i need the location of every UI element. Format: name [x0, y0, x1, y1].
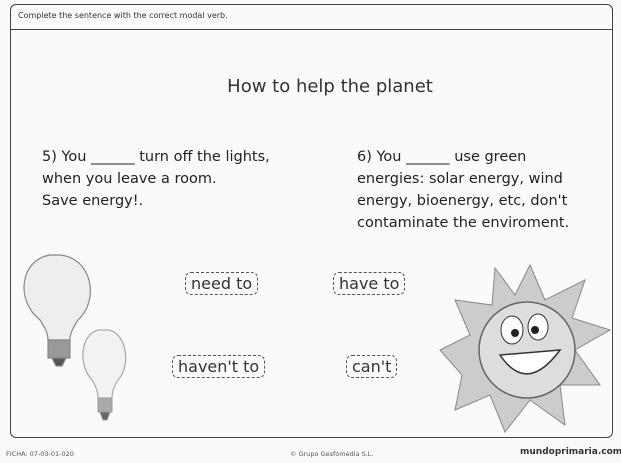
light-bulb — [83, 330, 126, 420]
footer-brand: mundoprimaria.com — [520, 447, 621, 457]
worksheet: Complete the sentence with the correct m… — [0, 0, 621, 463]
footer-code: FICHA: 07-03-01-020 — [6, 450, 74, 458]
footer-copyright: © Grupo Gesfomedia S.L. — [290, 450, 373, 458]
light-bulb — [24, 255, 90, 366]
sun — [440, 265, 610, 432]
illustrations — [0, 0, 621, 463]
